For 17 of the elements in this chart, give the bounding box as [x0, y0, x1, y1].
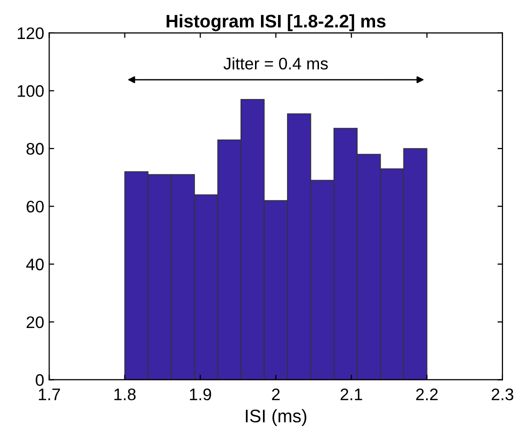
x-axis-title: ISI (ms): [246, 409, 306, 426]
y-tick-label: 20: [26, 316, 44, 328]
y-tick-label: 40: [26, 258, 44, 270]
y-tick-label: 0: [36, 374, 44, 386]
chart-title: Histogram ISI [1.8-2.2] ms: [166, 14, 386, 32]
x-tick-label: 2.1: [340, 388, 362, 400]
x-tick-label: 1.9: [190, 388, 212, 400]
x-tick-label: 2: [272, 388, 280, 400]
x-tick-label: 2.3: [492, 388, 514, 400]
y-tick-label: 80: [26, 142, 44, 155]
y-tick-label: 60: [26, 200, 44, 213]
x-tick-label: 2.2: [416, 388, 438, 400]
y-tick-label: 100: [18, 85, 44, 97]
x-tick-label: 1.8: [114, 388, 136, 400]
x-tick-label: 1.7: [38, 388, 60, 400]
y-tick-label: 120: [18, 27, 44, 40]
annotation: Jitter = 0.4 ms: [224, 57, 328, 70]
